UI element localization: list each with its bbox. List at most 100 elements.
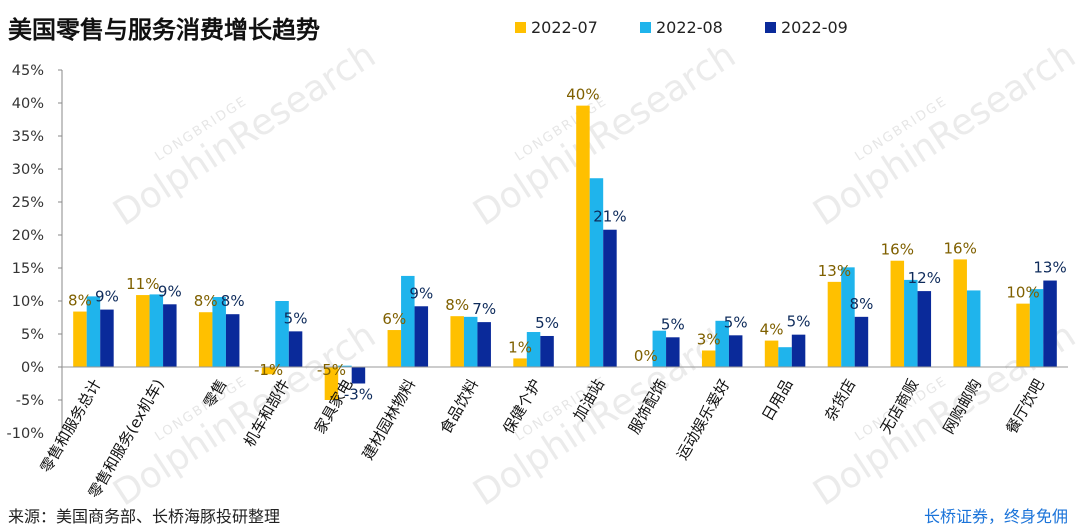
- data-label: 11%: [126, 275, 159, 293]
- bar-2022-09: [477, 322, 491, 367]
- data-label: 1%: [508, 338, 532, 356]
- y-tick-label: 25%: [12, 195, 44, 211]
- bar-2022-07: [136, 295, 150, 367]
- bars: [62, 105, 1068, 400]
- bar-2022-07: [764, 340, 779, 367]
- y-tick-label: -5%: [16, 393, 44, 409]
- bar-2022-08: [778, 347, 792, 367]
- legend: 2022-07 2022-08 2022-09: [515, 18, 848, 37]
- bar-2022-07: [1016, 303, 1030, 367]
- data-label: 16%: [881, 241, 914, 259]
- data-label: 8%: [850, 295, 874, 313]
- bar-2022-09: [288, 331, 303, 367]
- bar-2022-08: [841, 267, 855, 367]
- bar-2022-08: [212, 297, 226, 367]
- legend-swatch: [765, 22, 776, 33]
- bar-2022-08: [401, 275, 415, 367]
- data-label: 16%: [944, 239, 977, 257]
- bar-2022-09: [728, 335, 743, 367]
- data-label: 3%: [697, 331, 721, 349]
- y-tick-label: 40%: [12, 96, 44, 112]
- category-label: 杂货店: [821, 376, 859, 424]
- data-label: 4%: [760, 321, 784, 339]
- bar-2022-08: [589, 178, 604, 367]
- bar-2022-09: [666, 337, 680, 367]
- y-tick-label: 0%: [21, 360, 44, 376]
- data-label: 8%: [68, 292, 92, 310]
- bar-2022-07: [701, 350, 716, 367]
- bar-2022-07: [73, 311, 87, 367]
- y-tick-label: 20%: [12, 228, 44, 244]
- legend-label: 2022-08: [656, 18, 723, 37]
- bar-2022-07: [324, 367, 339, 400]
- data-label: -3%: [344, 386, 373, 404]
- data-label: 21%: [593, 208, 626, 226]
- bar-2022-08: [463, 316, 478, 367]
- data-label: 10%: [1006, 284, 1039, 302]
- bar-2022-09: [854, 316, 869, 367]
- bar-2022-08: [966, 290, 981, 367]
- bar-2022-07: [576, 105, 590, 367]
- bar-2022-09: [225, 314, 240, 367]
- data-label: 13%: [1033, 259, 1066, 277]
- watermark-main: DolphinResearch: [466, 35, 743, 235]
- bar-2022-08: [86, 296, 101, 367]
- bar-2022-09: [414, 306, 429, 367]
- data-label: 5%: [787, 313, 811, 331]
- bar-2022-08: [715, 320, 729, 367]
- bar-2022-07: [827, 281, 842, 367]
- data-labels: 8% 9%11%9%8% 8%-1%5%-5%-3%6%9%8% 7%1%5%40%2…: [68, 86, 1067, 404]
- legend-swatch: [515, 22, 526, 33]
- data-label: 6%: [382, 310, 406, 328]
- data-label: 9%: [158, 282, 182, 300]
- bar-2022-08: [1029, 289, 1044, 367]
- legend-label: 2022-07: [531, 18, 598, 37]
- watermark-main: DolphinResearch: [806, 35, 1080, 235]
- y-tick-label: 5%: [21, 327, 44, 343]
- data-label: 0%: [634, 347, 658, 365]
- source-note: 来源：美国商务部、长桥海豚投研整理: [8, 507, 280, 526]
- chart-title: 美国零售与服务消费增长趋势: [8, 16, 320, 44]
- data-label: 7%: [472, 300, 496, 318]
- legend-label: 2022-09: [781, 18, 848, 37]
- data-label: 8%: [445, 296, 469, 314]
- bar-2022-08: [149, 294, 164, 367]
- bar-2022-09: [540, 335, 554, 367]
- data-label: 5%: [535, 314, 559, 332]
- y-tick-label: 30%: [12, 162, 44, 178]
- category-label: 食品饮料: [437, 376, 483, 437]
- data-label: 5%: [661, 315, 685, 333]
- y-tick-label: -10%: [7, 426, 44, 442]
- data-label: 40%: [566, 86, 599, 104]
- bar-2022-08: [338, 365, 352, 367]
- bar-2022-09: [603, 229, 617, 367]
- bar-2022-09: [351, 367, 366, 384]
- bar-2022-07: [261, 367, 276, 375]
- bar-2022-09: [1043, 280, 1057, 367]
- bar-2022-08: [275, 301, 289, 367]
- bar-2022-08: [526, 332, 541, 367]
- bar-2022-09: [100, 309, 114, 367]
- bar-2022-07: [513, 358, 527, 367]
- data-label: 5%: [284, 309, 308, 327]
- category-label: 日用品: [758, 376, 796, 424]
- bar-2022-07: [387, 330, 402, 367]
- category-label: 运动娱乐爱好: [673, 376, 734, 463]
- bar-2022-08: [652, 330, 667, 367]
- legend-swatch: [640, 22, 651, 33]
- data-label: 8%: [221, 292, 245, 310]
- data-label: 13%: [818, 262, 851, 280]
- data-label: 8%: [194, 292, 218, 310]
- bar-2022-09: [163, 304, 177, 367]
- bar-2022-09: [917, 291, 932, 367]
- y-tick-label: 45%: [12, 63, 44, 79]
- category-label: 零售和服务总计: [37, 376, 105, 476]
- y-tick-label: 10%: [12, 294, 44, 310]
- bar-2022-07: [198, 312, 213, 367]
- bar-2022-09: [791, 334, 806, 367]
- y-tick-label: 35%: [12, 129, 44, 145]
- data-label: 5%: [724, 313, 748, 331]
